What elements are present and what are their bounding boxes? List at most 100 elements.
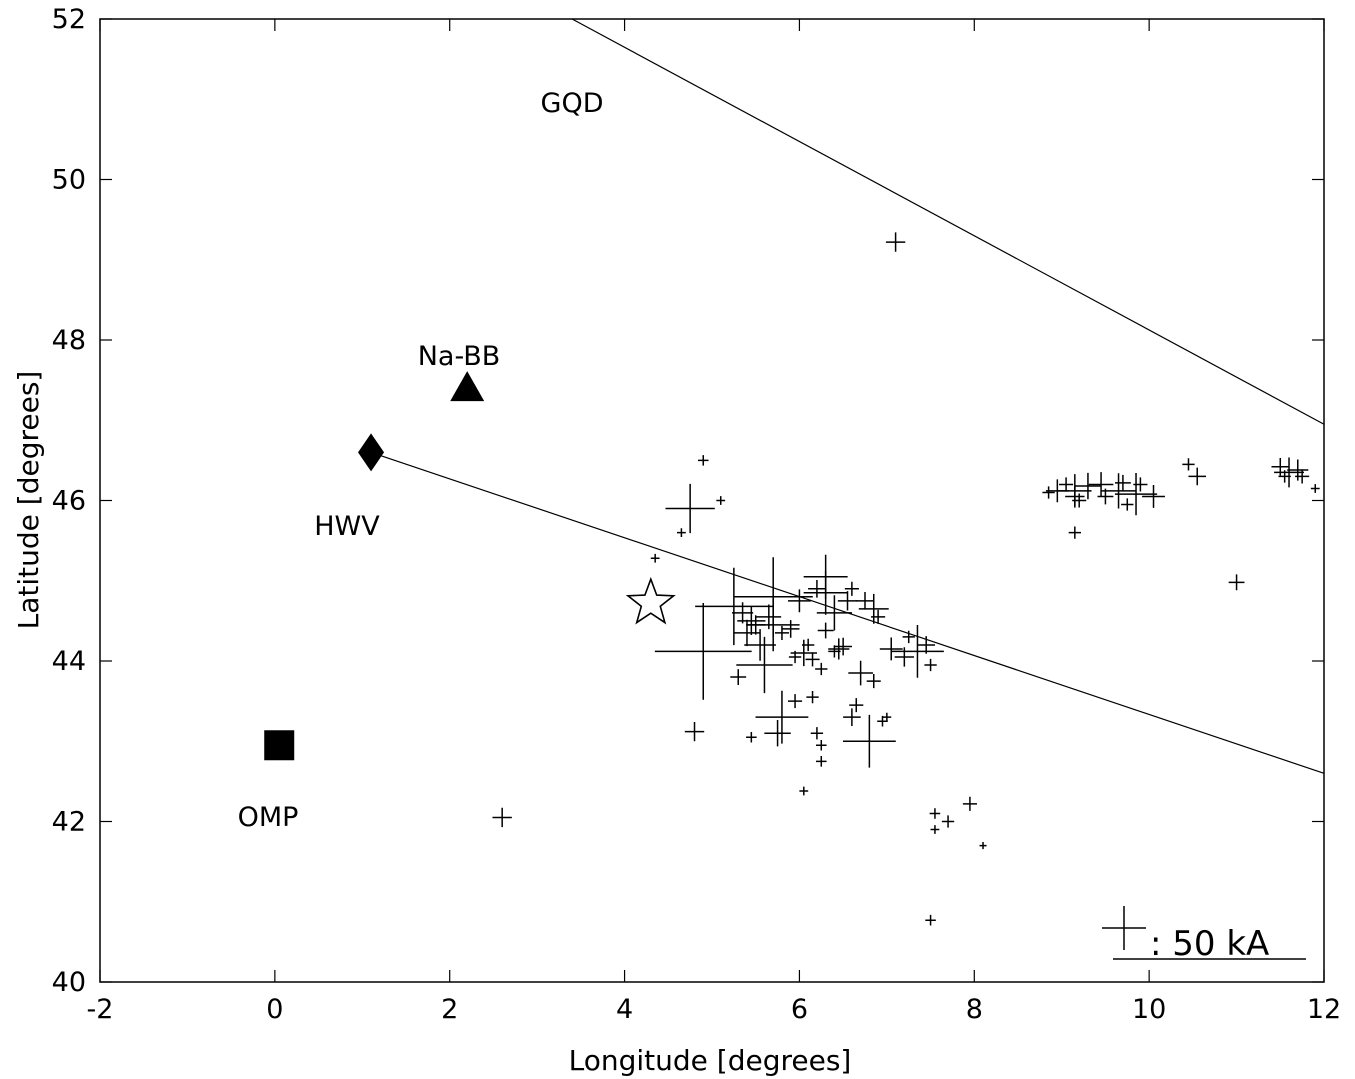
strike-plus xyxy=(1100,473,1137,509)
strike-plus xyxy=(746,731,757,743)
strike-plus xyxy=(684,721,705,742)
diamond-station-marker xyxy=(358,433,385,472)
strike-plus xyxy=(837,591,858,611)
strike-plus xyxy=(1121,498,1134,511)
strike-plus xyxy=(716,496,726,505)
strike-plus xyxy=(856,592,874,610)
strike-points xyxy=(492,232,1320,926)
strike-plus xyxy=(834,637,852,656)
strike-plus xyxy=(871,609,886,624)
strike-plus xyxy=(848,660,873,686)
x-tick-label: 10 xyxy=(1132,994,1166,1025)
y-tick-label: 48 xyxy=(52,325,86,356)
strike-plus xyxy=(917,636,935,654)
strike-plus xyxy=(1065,486,1085,507)
strike-plus xyxy=(803,554,848,599)
strike-plus xyxy=(1182,458,1195,471)
strike-plus xyxy=(849,698,864,713)
strike-plus xyxy=(746,615,766,635)
strike-plus xyxy=(654,602,752,700)
strike-plus xyxy=(828,645,841,658)
strike-plus xyxy=(1295,469,1310,484)
axis-ticks xyxy=(99,18,1325,983)
station-label: GQD xyxy=(541,88,604,119)
x-axis-title: Longitude [degrees] xyxy=(569,1044,852,1077)
strike-plus xyxy=(1278,470,1291,483)
strike-plus xyxy=(787,589,811,613)
reference-line xyxy=(571,18,1325,425)
strike-plus xyxy=(788,694,803,709)
strike-plus xyxy=(1097,488,1114,505)
strike-plus xyxy=(843,708,861,726)
scale-legend: : 50 kA xyxy=(1102,906,1306,964)
y-tick-label: 44 xyxy=(52,646,86,677)
y-axis-title: Latitude [degrees] xyxy=(12,371,45,630)
x-tick-label: 12 xyxy=(1307,994,1341,1025)
x-tick-label: 4 xyxy=(616,994,633,1025)
strike-plus xyxy=(810,727,824,740)
strike-plus xyxy=(808,579,826,598)
strike-plus xyxy=(828,638,850,660)
strike-plus xyxy=(962,796,977,811)
scale-plus-marker xyxy=(1102,906,1146,950)
strike-plus xyxy=(730,669,747,685)
strike-plus xyxy=(816,739,827,751)
strike-plus xyxy=(882,712,892,722)
strike-plus xyxy=(979,842,987,850)
y-tick-label: 46 xyxy=(52,486,86,517)
strike-plus xyxy=(1114,474,1131,491)
strike-plus xyxy=(844,581,859,596)
strike-plus xyxy=(891,624,944,678)
star-marker xyxy=(625,576,676,625)
station-label: Na-BB xyxy=(418,341,501,372)
strike-plus xyxy=(665,483,715,534)
strike-plus xyxy=(755,690,809,744)
strike-plus xyxy=(774,625,789,640)
x-tick-label: 0 xyxy=(266,994,283,1025)
strike-plus xyxy=(817,622,834,639)
strike-plus xyxy=(736,636,793,694)
strike-plus xyxy=(902,630,915,644)
strike-plus xyxy=(492,807,512,828)
strike-plus xyxy=(764,720,791,747)
x-tick-label: -2 xyxy=(87,994,114,1025)
strike-plus xyxy=(866,674,881,689)
stations: GQD Na-BB HWV OMP xyxy=(238,88,676,833)
strike-plus xyxy=(802,638,815,652)
y-tick-label: 52 xyxy=(52,4,86,35)
strike-plus xyxy=(732,602,754,624)
strike-plus xyxy=(858,593,889,624)
strike-plus xyxy=(1133,477,1148,492)
strike-plus xyxy=(1088,472,1114,497)
strike-plus xyxy=(1072,493,1087,508)
strike-plus xyxy=(1068,526,1081,539)
strike-plus xyxy=(799,786,809,796)
strike-plus xyxy=(781,620,800,638)
y-tick-label: 40 xyxy=(52,967,86,998)
strike-plus xyxy=(815,662,828,676)
strike-plus xyxy=(879,637,903,661)
strike-plus xyxy=(1114,472,1158,516)
strike-plus xyxy=(650,553,660,563)
strike-plus xyxy=(1042,486,1055,499)
strike-plus xyxy=(1045,479,1069,503)
strike-plus xyxy=(816,756,827,767)
strike-plus xyxy=(677,528,686,537)
strike-plus xyxy=(1074,472,1102,500)
x-tick-label: 8 xyxy=(966,994,983,1025)
strike-plus xyxy=(941,815,955,828)
strike-plus xyxy=(816,595,852,631)
strike-plus xyxy=(1274,457,1304,488)
strike-plus xyxy=(924,658,937,672)
station-label: HWV xyxy=(314,511,380,542)
strike-plus xyxy=(744,629,776,661)
strike-plus xyxy=(806,690,819,704)
strike-plus xyxy=(1188,467,1207,486)
strike-plus xyxy=(697,455,709,466)
strike-plus xyxy=(805,652,820,667)
strike-plus xyxy=(1059,477,1074,492)
y-tick-label: 50 xyxy=(52,165,86,196)
strike-plus xyxy=(842,714,896,768)
